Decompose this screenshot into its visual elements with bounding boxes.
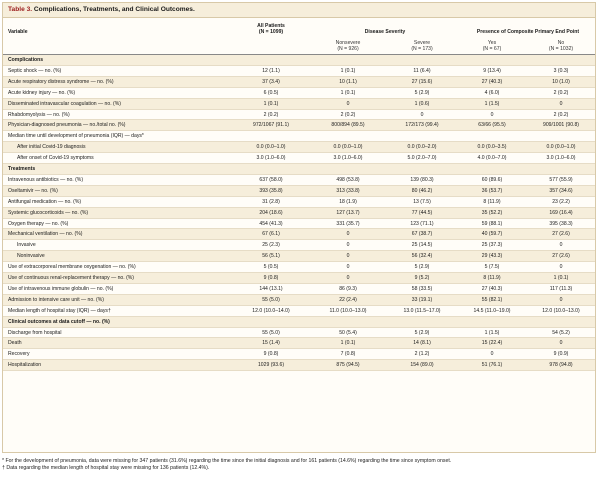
table-row: Septic shock — no. (%) 12 (1.1) 1 (0.1) 11 … [3,65,595,77]
section-treatments: Treatments [3,163,595,176]
header-nonsevere: Nonsevere (N = 926) [311,37,385,55]
footnote-dagger: † Data regarding the median length of ho… [2,465,210,472]
table-number: Table 3. [8,6,33,13]
footnotes: * For the development of pneumonia, data… [2,458,596,473]
data-table: Variable All Patients (N = 1099) Disease … [3,18,595,372]
table-row: Discharge from hospital 55 (5.0) 50 (5.4) 5… [3,327,595,339]
table-row: Invasive 25 (2.3) 0 25 (14.5) 25 (37.3) 0 [3,239,595,252]
table-row: Use of continuous renal-replacement ther… [3,272,595,284]
table-row: Oseltamivir — no. (%) 393 (35.8) 313 (33.8… [3,185,595,197]
header-all-patients: All Patients (N = 1099) [257,23,285,35]
table-row: Death 15 (1.4) 1 (0.1) 14 (8.1) 15 (22.4) 0 [3,337,595,350]
table-container: Table 3. Complications, Treatments, and … [2,2,596,453]
header-severe: Severe (N = 173) [385,37,459,55]
table-row: Median time until development of pneumon… [3,130,595,143]
footnote-star: * For the development of pneumonia, data… [2,458,452,464]
table-row: Intravenous antibiotics — no. (%) 637 (58… [3,174,595,186]
header-no: No (N = 1032) [525,37,595,55]
table-row: Oxygen therapy — no. (%) 454 (41.3) 331 (3… [3,218,595,230]
table-row: Use of extracorporeal membrane oxygenati… [3,261,595,274]
table-row: Acute kidney injury — no. (%) 6 (0.5) 1 (0… [3,87,595,99]
table-row: Noninvasive 56 (5.1) 0 56 (32.4) 29 (43.3) 27… [3,250,595,263]
table-row: Antifungal medication — no. (%) 31 (2.8) 1… [3,196,595,208]
table-title-text: Complications, Treatments, and Clinical … [33,6,195,13]
table-row: Disseminated intravascular coagulation —… [3,98,595,110]
header-yes: Yes (N = 67) [459,37,525,55]
header-disease-severity: Disease Severity [364,29,406,35]
table-row: After initial Covid-19 diagnosis 0.0 (0.0… [3,141,595,154]
table-row: Physician-diagnosed pneumonia — no./tota… [3,119,595,132]
table-row: Recovery 9 (0.8) 7 (0.8) 2 (1.2) 0 9 (0.9) [3,348,595,361]
table-row: Admission to intensive care unit — no. (… [3,294,595,306]
table-row: Rhabdomyolysis — no. (%) 2 (0.2) 2 (0.2) 0 0… [3,109,595,121]
section-complications: Complications [3,54,595,66]
section-outcomes: Clinical outcomes at data cutoff — no. (… [3,316,595,328]
header-variable: Variable [8,29,28,35]
table-row: Systemic glucocorticoids — no. (%) 204 (1… [3,207,595,219]
table-row: Acute respiratory distress syndrome — no… [3,76,595,88]
table-title: Table 3. Complications, Treatments, and … [3,3,595,18]
table-row: Use of intravenous immune globulin — no.… [3,283,595,295]
table-row: After onset of Covid-19 symptoms 3.0 (1.0… [3,152,595,165]
table-row: Mechanical ventilation — no. (%) 67 (6.1)… [3,228,595,241]
table-row: Hospitalization 1029 (93.6) 875 (94.5) 154 … [3,359,595,372]
header-composite-endpoint: Presence of Composite Primary End Point [476,29,580,35]
table-row: Median length of hospital stay (IQR) — d… [3,305,595,317]
